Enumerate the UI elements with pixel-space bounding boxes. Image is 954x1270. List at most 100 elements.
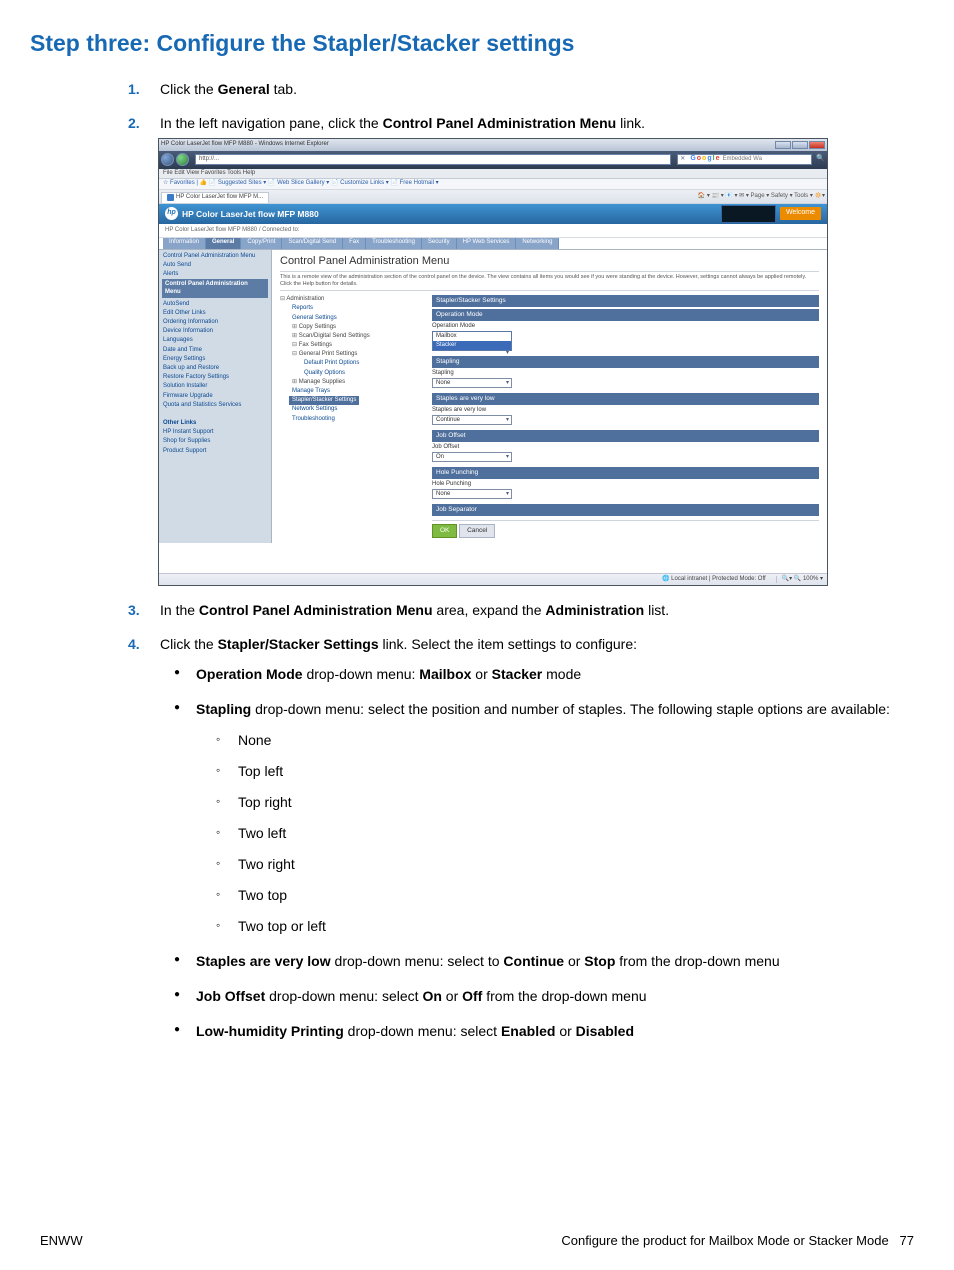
s3-pre: In the (160, 602, 199, 618)
tree-item[interactable]: Quality Options (280, 369, 420, 378)
printer-thumbnail (721, 205, 776, 223)
favorites-bar[interactable]: ☆ Favorites | 👍 📄 Suggested Sites ▾ 📄 We… (159, 179, 827, 190)
step1-post: tab. (270, 81, 297, 97)
job-offset-select[interactable]: On (432, 452, 512, 462)
bullet-item: Low-humidity Printing drop-down menu: se… (196, 1021, 914, 1042)
side-item[interactable]: Product Support (162, 447, 268, 456)
tab-security[interactable]: Security (422, 238, 457, 249)
step1-pre: Click the (160, 81, 218, 97)
side-item[interactable]: Quota and Statistics Services (162, 401, 268, 410)
side-item[interactable]: Date and Time (162, 346, 268, 355)
tab-scan[interactable]: Scan/Digital Send (282, 238, 343, 249)
sub-item: Two left (238, 823, 914, 844)
side-item[interactable]: Ordering Information (162, 318, 268, 327)
tree-item[interactable]: Default Print Options (280, 359, 420, 368)
tab-fax[interactable]: Fax (343, 238, 366, 249)
side-item[interactable]: Solution Installer (162, 382, 268, 391)
tab-troubleshoot[interactable]: Troubleshooting (366, 238, 422, 249)
main-panel: Control Panel Administration Menu This i… (272, 250, 827, 543)
footer-text: Configure the product for Mailbox Mode o… (561, 1233, 888, 1248)
panel-head: Staples are very low (432, 393, 819, 405)
side-head-active[interactable]: Control Panel Administration Menu (162, 279, 268, 297)
hp-product-name: HP Color LaserJet flow MFP M880 (182, 209, 319, 219)
side-item[interactable]: Control Panel Administration Menu (162, 252, 268, 261)
minimize-button[interactable] (775, 141, 791, 149)
stapling-select[interactable]: None (432, 378, 512, 388)
tree-item[interactable]: Network Settings (280, 405, 420, 414)
step1-b: General (218, 81, 270, 97)
bullet-item: Operation Mode drop-down menu: Mailbox o… (196, 664, 914, 685)
tree-item[interactable]: Administration (280, 295, 420, 304)
tab-information[interactable]: Information (163, 238, 206, 249)
cancel-button[interactable]: Cancel (459, 524, 495, 538)
menu-bar[interactable]: File Edit View Favorites Tools Help (159, 169, 827, 179)
main-desc: This is a remote view of the administrat… (280, 274, 819, 291)
side-item[interactable]: Energy Settings (162, 355, 268, 364)
field-label: Operation Mode (432, 323, 819, 330)
field-label: Hole Punching (432, 481, 819, 488)
tree-item[interactable]: Copy Settings (280, 323, 420, 332)
toolbar-right[interactable]: 🏠 ▾ 📰 ▾ 📧 ▾ ✉ ▾ Page ▾ Safety ▾ Tools ▾ … (698, 193, 825, 202)
maximize-button[interactable] (792, 141, 808, 149)
hole-punch-select[interactable]: None (432, 489, 512, 499)
search-icon[interactable]: 🔍 (816, 155, 825, 163)
s3-b2: Administration (545, 602, 644, 618)
page-number: 77 (900, 1233, 914, 1248)
ok-button[interactable]: OK (432, 524, 457, 538)
tree-item[interactable]: General Settings (280, 314, 420, 323)
side-item[interactable]: Device Information (162, 327, 268, 336)
side-item[interactable]: Edit Other Links (162, 309, 268, 318)
side-section: Other Links (162, 419, 268, 428)
s4-pre: Click the (160, 636, 218, 652)
side-item[interactable]: Shop for Supplies (162, 437, 268, 446)
tab-webservices[interactable]: HP Web Services (457, 238, 517, 249)
search-box[interactable]: Google Embedded Wa (677, 154, 812, 165)
step2-pre: In the left navigation pane, click the (160, 115, 383, 131)
sub-item: Top left (238, 761, 914, 782)
select-option[interactable]: Mailbox (433, 332, 511, 341)
nav-row: http://... Google Embedded Wa 🔍 (159, 151, 827, 169)
field-label: Staples are very low (432, 407, 819, 414)
side-item[interactable]: Alerts (162, 270, 268, 279)
side-item[interactable]: Firmware Upgrade (162, 392, 268, 401)
select-option[interactable]: Stacker (433, 341, 511, 350)
tree-item[interactable]: Manage Trays (280, 387, 420, 396)
tree-item[interactable]: Manage Supplies (280, 378, 420, 387)
hp-favicon (167, 194, 174, 201)
browser-tab[interactable]: HP Color LaserJet flow MFP M... (161, 192, 269, 203)
sub-list: None Top left Top right Two left Two rig… (196, 730, 914, 937)
browser-tab-row: HP Color LaserJet flow MFP M... 🏠 ▾ 📰 ▾ … (159, 190, 827, 204)
s4-b: Stapler/Stacker Settings (218, 636, 379, 652)
side-item[interactable]: HP Instant Support (162, 428, 268, 437)
back-button[interactable] (161, 153, 174, 166)
welcome-button[interactable]: Welcome (780, 207, 821, 219)
tab-networking[interactable]: Networking (516, 238, 559, 249)
address-bar[interactable]: http://... (195, 154, 671, 165)
tree-item-selected[interactable]: Stapler/Stacker Settings (289, 396, 359, 405)
page-footer: ENWW Configure the product for Mailbox M… (40, 1233, 914, 1248)
side-item[interactable]: Back up and Restore (162, 364, 268, 373)
sub-item: None (238, 730, 914, 751)
side-item[interactable]: AutoSend (162, 300, 268, 309)
bullet-list: Operation Mode drop-down menu: Mailbox o… (160, 664, 914, 1042)
tab-copyprint[interactable]: Copy/Print (241, 238, 282, 249)
bullet-item: Staples are very low drop-down menu: sel… (196, 951, 914, 972)
tree-item[interactable]: Reports (280, 304, 420, 313)
forward-button[interactable] (176, 153, 189, 166)
app-tabs: Information General Copy/Print Scan/Digi… (159, 238, 827, 250)
s3-mid: area, expand the (433, 602, 546, 618)
close-button[interactable] (809, 141, 825, 149)
side-item[interactable]: Auto Send (162, 261, 268, 270)
tree-item[interactable]: Troubleshooting (280, 415, 420, 424)
operation-mode-select[interactable]: Mailbox Stacker (432, 331, 512, 351)
footer-left: ENWW (40, 1233, 83, 1248)
side-item[interactable]: Languages (162, 336, 268, 345)
tree-item[interactable]: Fax Settings (280, 341, 420, 350)
staples-low-select[interactable]: Continue (432, 415, 512, 425)
app-body: Control Panel Administration Menu Auto S… (159, 250, 827, 543)
tree-item[interactable]: Scan/Digital Send Settings (280, 332, 420, 341)
step-title: Step three: Configure the Stapler/Stacke… (30, 30, 914, 57)
tree-item[interactable]: General Print Settings (280, 350, 420, 359)
side-item[interactable]: Restore Factory Settings (162, 373, 268, 382)
tab-general[interactable]: General (206, 238, 241, 249)
